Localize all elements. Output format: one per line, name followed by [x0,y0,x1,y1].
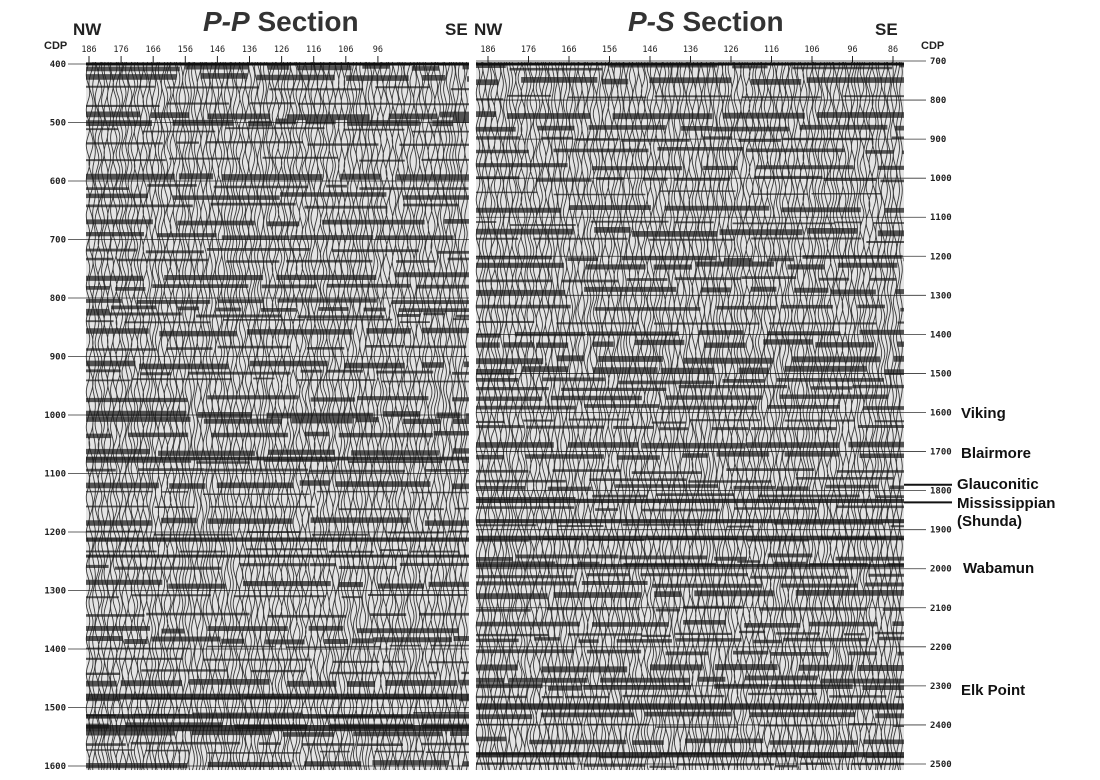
pp-title-prefix: P-P [203,6,250,37]
pp-time-tick-label: 1400 [44,645,66,655]
pp-cdp-tick-label: 116 [306,45,321,55]
ps-cdp-tick-label: 116 [764,45,779,55]
horizon-label-viking: Viking [961,405,1006,422]
pp-cdp-tick-label: 176 [113,45,128,55]
pp-se-label: SE [445,20,468,39]
ps-strong-event [476,703,904,710]
pp-time-tick-label: 400 [50,60,66,70]
pp-cdp-axis-label: CDP [44,40,68,52]
ps-time-tick-label: 1700 [930,448,952,458]
pp-time-tick-label: 900 [50,353,66,363]
ps-time-tick-label: 1900 [930,526,952,536]
pp-time-tick-label: 600 [50,177,66,187]
ps-se-label: SE [875,20,898,39]
ps-time-tick-label: 900 [930,135,946,145]
ps-strong-event [476,519,904,524]
pp-time-tick-label: 1600 [44,762,66,772]
ps-cdp-tick-label: 86 [888,45,898,55]
horizon-label-elk-point: Elk Point [961,682,1026,699]
ps-cdp-tick-label: 136 [683,45,698,55]
ps-cdp-tick-label: 156 [602,45,617,55]
ps-nw-label: NW [474,20,503,39]
pp-time-tick-label: 1500 [44,704,66,714]
ps-title-prefix: P-S [628,6,675,37]
ps-time-tick-label: 1000 [930,174,952,184]
pp-cdp-tick-label: 166 [146,45,161,55]
ps-strong-event [476,752,904,758]
pp-cdp-tick-label: 186 [81,45,96,55]
pp-title-suffix: Section [257,6,359,37]
ps-strong-event [476,563,904,568]
pp-strong-event [86,693,469,700]
ps-cdp-tick-label: 126 [723,45,738,55]
pp-section-panel [85,61,469,771]
pp-cdp-tick-label: 146 [210,45,225,55]
horizon-label-mississippian: Mississippian [957,495,1056,512]
ps-strong-event [476,535,904,541]
horizon-label-glauconitic: Glauconitic [957,476,1039,493]
ps-time-tick-label: 2100 [930,604,952,614]
ps-time-tick-label: 1800 [930,487,952,497]
ps-time-tick-label: 1200 [930,252,952,262]
ps-cdp-tick-label: 96 [847,45,857,55]
pp-time-tick-label: 700 [50,236,66,246]
ps-cdp-tick-label: 106 [804,45,819,55]
pp-time-tick-label: 1100 [44,470,66,480]
ps-time-tick-label: 1600 [930,409,952,419]
pp-cdp-tick-label: 126 [274,45,289,55]
pp-strong-event [86,714,469,719]
pp-strong-event [86,456,469,461]
ps-time-tick-label: 2500 [930,760,952,770]
horizon-label-blairmore: Blairmore [961,445,1032,462]
pp-strong-event [86,537,469,542]
pp-time-tick-label: 1300 [44,587,66,597]
pp-time-tick-label: 1000 [44,411,66,421]
pp-cdp-tick-label: 96 [373,45,383,55]
ps-cdp-tick-label: 146 [642,45,657,55]
ps-reflectors [475,64,904,768]
ps-section-panel [475,61,904,771]
ps-time-tick-label: 2000 [930,565,952,575]
pp-cdp-tick-label: 106 [338,45,353,55]
ps-cdp-tick-label: 176 [521,45,536,55]
pp-section-title: P-P Section [203,6,359,38]
ps-time-tick-label: 2300 [930,682,952,692]
pp-cdp-tick-label: 136 [242,45,257,55]
pp-time-tick-label: 1200 [44,528,66,538]
ps-cdp-axis-label: CDP [921,40,945,52]
ps-time-tick-label: 800 [930,96,946,106]
pp-reflectors [85,64,469,769]
ps-strong-event [476,498,904,503]
axes: 186 176 166 156 146 136 126 116 106 96 186 176 166 15… [44,45,952,772]
pp-nw-label: NW [73,20,102,39]
pp-strong-event [86,554,469,558]
ps-time-tick-label: 1100 [930,213,952,223]
ps-time-tick-label: 1300 [930,291,952,301]
ps-title-suffix: Section [682,6,784,37]
horizon-label-shunda: (Shunda) [957,513,1022,530]
ps-traces [475,61,903,771]
pp-cdp-tick-label: 156 [178,45,193,55]
horizon-label-wabamun: Wabamun [963,560,1035,577]
ps-cdp-tick-label: 166 [561,45,576,55]
ps-time-tick-label: 2200 [930,643,952,653]
ps-cdp-tick-label: 186 [480,45,495,55]
ps-section-title: P-S Section [628,6,784,38]
ps-time-tick-label: 2400 [930,721,952,731]
ps-time-tick-label: 700 [930,57,946,67]
pp-time-tick-label: 500 [50,119,66,129]
ps-time-tick-label: 1400 [930,330,952,340]
ps-time-tick-label: 1500 [930,369,952,379]
pp-time-tick-label: 800 [50,294,66,304]
pp-strong-event [86,725,469,732]
